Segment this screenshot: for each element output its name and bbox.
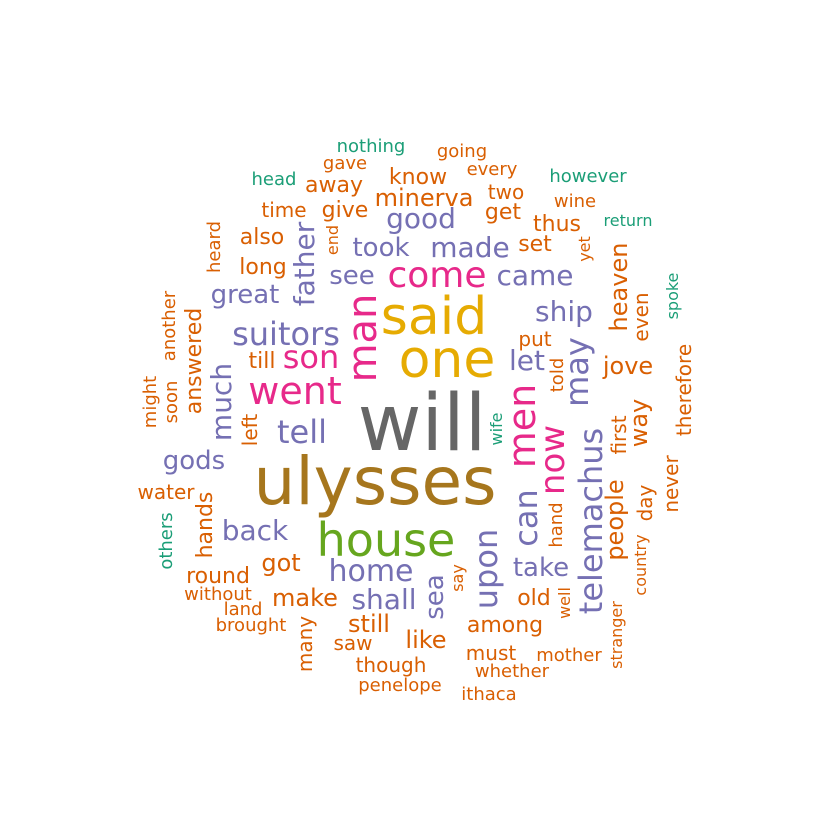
word-every: every	[466, 159, 518, 180]
word-get: get	[484, 200, 522, 225]
word-left: left	[238, 413, 262, 447]
word-let: let	[509, 344, 545, 377]
word-said: said	[380, 287, 488, 347]
word-man: man	[340, 293, 386, 383]
word-put: put	[518, 327, 552, 351]
word-time: time	[261, 198, 307, 222]
word-without: without	[184, 584, 252, 605]
word-made: made	[430, 231, 510, 264]
word-take: take	[512, 553, 570, 583]
word-home: home	[328, 554, 414, 589]
word-wife: wife	[487, 412, 506, 446]
word-like: like	[405, 626, 447, 654]
word-back: back	[221, 514, 289, 547]
word-tell: tell	[276, 413, 328, 451]
word-got: got	[261, 549, 301, 577]
word-father: father	[288, 221, 321, 307]
word-come: come	[387, 255, 487, 296]
word-head: head	[251, 169, 297, 190]
word-end: end	[323, 224, 342, 256]
word-house: house	[316, 513, 456, 567]
word-among: among	[466, 613, 544, 638]
word-came: came	[496, 259, 574, 292]
word-hands: hands	[193, 491, 218, 559]
word-nothing: nothing	[336, 136, 406, 157]
word-ithaca: ithaca	[461, 684, 517, 705]
word-ship: ship	[535, 295, 593, 328]
word-well: well	[555, 587, 574, 619]
word-even: even	[629, 292, 653, 342]
word-son: son	[282, 338, 340, 376]
word-sea: sea	[420, 574, 450, 620]
word-can: can	[507, 489, 545, 547]
word-told: told	[547, 357, 568, 393]
word-away: away	[305, 173, 363, 198]
word-much: much	[205, 362, 238, 442]
word-heaven: heaven	[605, 242, 633, 332]
word-old: old	[517, 586, 551, 611]
word-round: round	[186, 564, 250, 589]
word-still: still	[348, 610, 390, 638]
word-country: country	[631, 534, 650, 596]
word-went: went	[248, 369, 342, 413]
word-one: one	[398, 330, 496, 390]
word-shall: shall	[351, 583, 417, 616]
word-yet: yet	[575, 236, 594, 262]
word-see: see	[329, 261, 375, 291]
word-gave: gave	[322, 153, 368, 174]
word-land: land	[223, 599, 263, 620]
word-say: say	[448, 564, 467, 592]
word-make: make	[272, 584, 338, 612]
word-penelope: penelope	[358, 675, 442, 696]
word-saw: saw	[333, 631, 373, 655]
word-took: took	[352, 233, 410, 263]
word-long: long	[239, 255, 287, 280]
word-however: however	[549, 166, 627, 187]
word-good: good	[386, 202, 456, 235]
word-know: know	[388, 165, 448, 190]
word-great: great	[210, 280, 280, 310]
word-jove: jove	[602, 352, 654, 380]
word-going: going	[436, 141, 488, 162]
word-therefore: therefore	[672, 343, 696, 437]
word-will: will	[357, 379, 487, 469]
word-two: two	[487, 180, 525, 204]
word-gods: gods	[162, 446, 226, 476]
word-though: though	[355, 653, 427, 677]
word-never: never	[659, 455, 683, 513]
word-must: must	[465, 641, 517, 665]
word-might: might	[140, 375, 161, 429]
word-minerva: minerva	[374, 184, 474, 212]
word-suitors: suitors	[232, 315, 340, 353]
word-another: another	[159, 290, 180, 362]
word-ulysses: ulysses	[253, 443, 497, 520]
word-return: return	[603, 211, 653, 230]
word-others: others	[156, 512, 177, 570]
word-water: water	[137, 480, 195, 504]
word-answered: answered	[182, 307, 207, 415]
word-people: people	[601, 479, 629, 561]
word-upon: upon	[467, 528, 505, 610]
word-first: first	[607, 415, 631, 455]
word-till: till	[248, 349, 276, 374]
word-stranger: stranger	[607, 601, 626, 669]
word-day: day	[633, 484, 657, 522]
word-also: also	[239, 225, 285, 250]
word-whether: whether	[474, 661, 550, 682]
word-hand: hand	[546, 502, 567, 548]
word-brought: brought	[215, 615, 287, 636]
word-now: now	[533, 424, 573, 496]
word-set: set	[518, 232, 552, 257]
word-many: many	[293, 615, 317, 673]
word-soon: soon	[161, 380, 182, 424]
word-thus: thus	[533, 212, 581, 237]
word-spoke: spoke	[663, 272, 682, 320]
word-mother: mother	[536, 645, 602, 666]
word-wine: wine	[553, 191, 597, 212]
word-heard: heard	[204, 220, 225, 274]
word-give: give	[321, 198, 369, 223]
